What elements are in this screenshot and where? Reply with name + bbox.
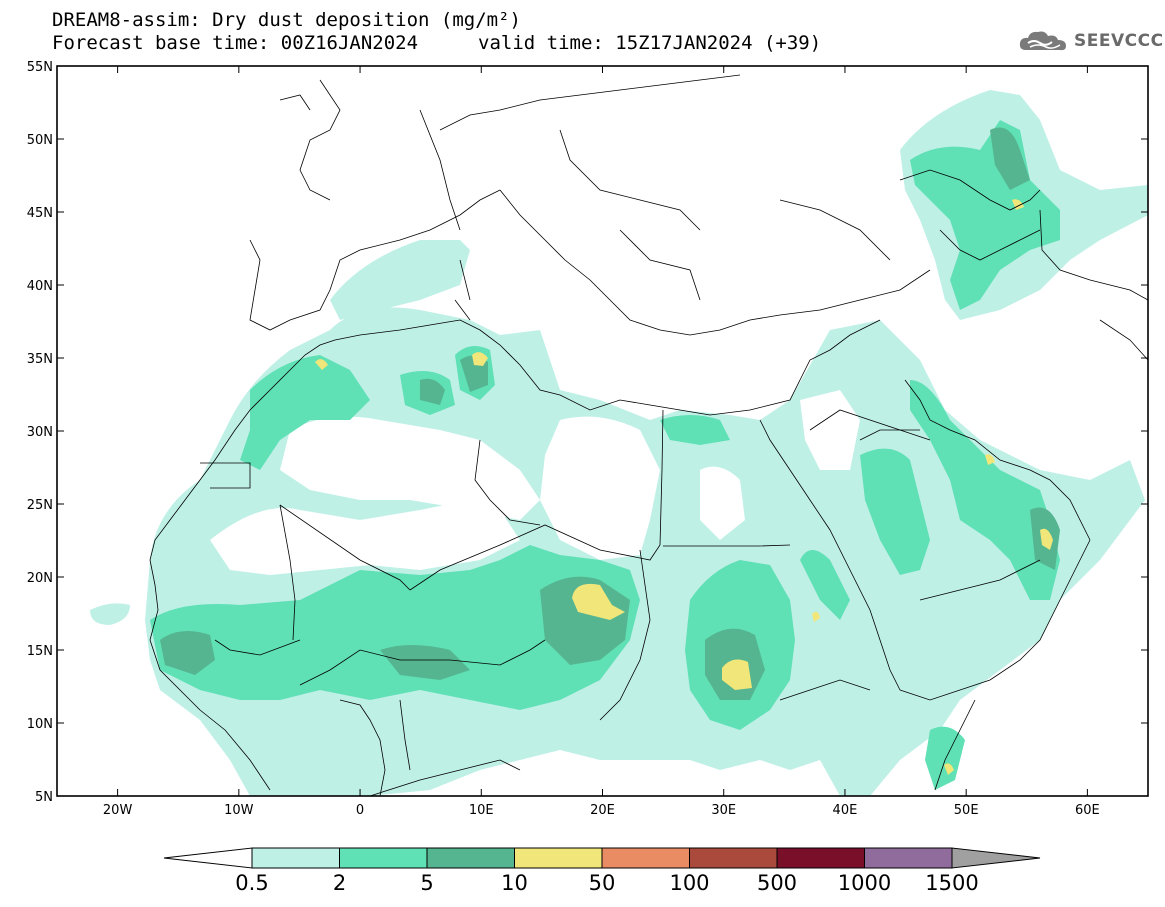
lon-tick-label: 50E	[954, 803, 979, 818]
lon-tick-label: 20W	[103, 803, 133, 818]
lat-tick-label: 30N	[27, 425, 53, 440]
lon-tick-label: 30E	[711, 803, 736, 818]
contour-level-10	[315, 199, 1053, 775]
lon-tick-label: 10W	[224, 803, 254, 818]
coastlines-borders	[149, 74, 1148, 796]
deposition-contours	[90, 90, 1148, 796]
lon-tick-label: 0	[356, 803, 364, 818]
lon-tick-label: 60E	[1075, 803, 1100, 818]
lon-tick-label: 20E	[590, 803, 615, 818]
lat-tick-label: 35N	[27, 352, 53, 367]
seevccc-logo: SEEVCCC	[1018, 28, 1164, 54]
cloud-logo-icon	[1019, 31, 1066, 51]
axis-tick-labels: 55N 50N 45N 40N 35N 30N 25N 20N 15N 10N 5N 20W 10W 0 1…	[27, 60, 1100, 818]
axis-ticks	[57, 65, 1148, 797]
lat-tick-label: 15N	[27, 644, 53, 659]
lat-tick-label: 10N	[27, 717, 53, 732]
contour-level-2	[150, 120, 1060, 790]
lat-tick-label: 55N	[27, 60, 53, 75]
map-title: DREAM8-assim: Dry dust deposition (mg/m²…	[52, 9, 521, 31]
lat-tick-label: 25N	[27, 498, 53, 513]
lat-tick-label: 20N	[27, 571, 53, 586]
lat-tick-label: 45N	[27, 206, 53, 221]
lat-tick-label: 5N	[35, 790, 53, 805]
logo-text: SEEVCCC	[1074, 31, 1164, 51]
valid-time: valid time: 15Z17JAN2024 (+39)	[478, 32, 822, 54]
contour-below-threshold	[210, 390, 860, 610]
lat-tick-label: 40N	[27, 279, 53, 294]
forecast-base-time: Forecast base time: 00Z16JAN2024	[52, 32, 419, 54]
lon-tick-label: 40E	[833, 803, 858, 818]
lon-tick-label: 10E	[469, 803, 494, 818]
lat-tick-label: 50N	[27, 133, 53, 148]
